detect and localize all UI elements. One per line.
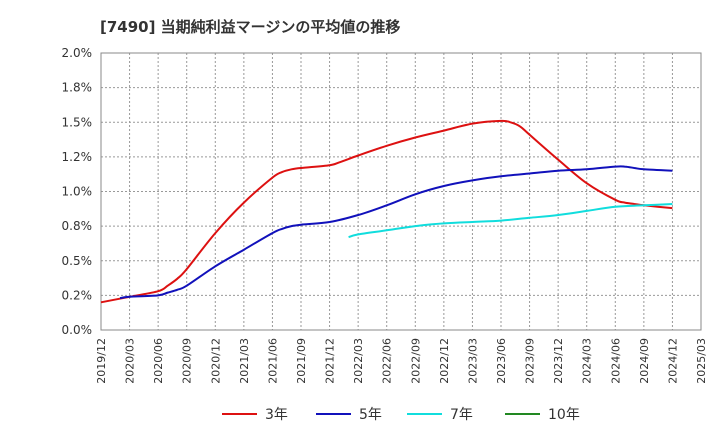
legend-label-1: 3年 <box>265 407 288 423</box>
x-tick-label: 2022/06 <box>381 338 394 384</box>
x-tick-label: 2024/06 <box>609 338 622 384</box>
x-tick-label: 2022/09 <box>409 338 422 384</box>
x-tick-label: 2024/12 <box>666 338 679 384</box>
x-tick-label: 2022/03 <box>352 338 365 384</box>
y-tick-label: 1.5% <box>62 115 93 129</box>
y-tick-label: 0.8% <box>62 219 93 233</box>
chart-title: [7490] 当期純利益マージンの平均値の推移 <box>100 18 400 36</box>
y-tick-label: 2.0% <box>62 46 93 60</box>
x-tick-label: 2021/12 <box>324 338 337 384</box>
series-line-2 <box>119 165 673 300</box>
y-tick-label: 1.0% <box>62 185 93 199</box>
x-tick-label: 2024/09 <box>638 338 651 384</box>
x-tick-label: 2023/12 <box>552 338 565 384</box>
x-tick-label: 2022/12 <box>438 338 451 384</box>
legend-label-3: 7年 <box>450 407 473 423</box>
legend-label-2: 5年 <box>359 407 382 423</box>
x-tick-label: 2020/03 <box>124 338 137 384</box>
y-tick-label: 0.5% <box>62 254 93 268</box>
y-tick-label: 0.0% <box>62 323 93 337</box>
y-axis-ticks: 0.0% 0.2% 0.5% 0.8% 1.0% 1.2% 1.5% 1.8% 2.0% <box>62 46 93 337</box>
x-axis-ticks: 2019/12 2020/03 2020/06 2020/09 2020/12 2021/… <box>95 338 708 384</box>
y-tick-label: 0.2% <box>62 288 93 302</box>
y-tick-label: 1.2% <box>62 150 93 164</box>
x-tick-label: 2020/12 <box>209 338 222 384</box>
x-tick-label: 2019/12 <box>95 338 108 384</box>
x-tick-label: 2023/09 <box>524 338 537 384</box>
legend: 3年 5年 7年 10年 <box>222 407 580 423</box>
grid <box>101 53 701 330</box>
x-tick-label: 2021/06 <box>266 338 279 384</box>
x-tick-label: 2021/03 <box>238 338 251 384</box>
x-tick-label: 2023/03 <box>466 338 479 384</box>
x-tick-label: 2020/06 <box>152 338 165 384</box>
x-tick-label: 2025/03 <box>695 338 708 384</box>
y-tick-label: 1.8% <box>62 81 93 95</box>
series-line-1 <box>100 119 673 304</box>
x-tick-label: 2024/03 <box>581 338 594 384</box>
x-tick-label: 2020/09 <box>181 338 194 384</box>
legend-label-4: 10年 <box>548 407 580 423</box>
x-tick-label: 2023/06 <box>495 338 508 384</box>
series-lines <box>100 119 673 304</box>
plot-frame <box>100 52 702 331</box>
x-tick-label: 2021/09 <box>295 338 308 384</box>
series-line-3 <box>348 203 673 239</box>
